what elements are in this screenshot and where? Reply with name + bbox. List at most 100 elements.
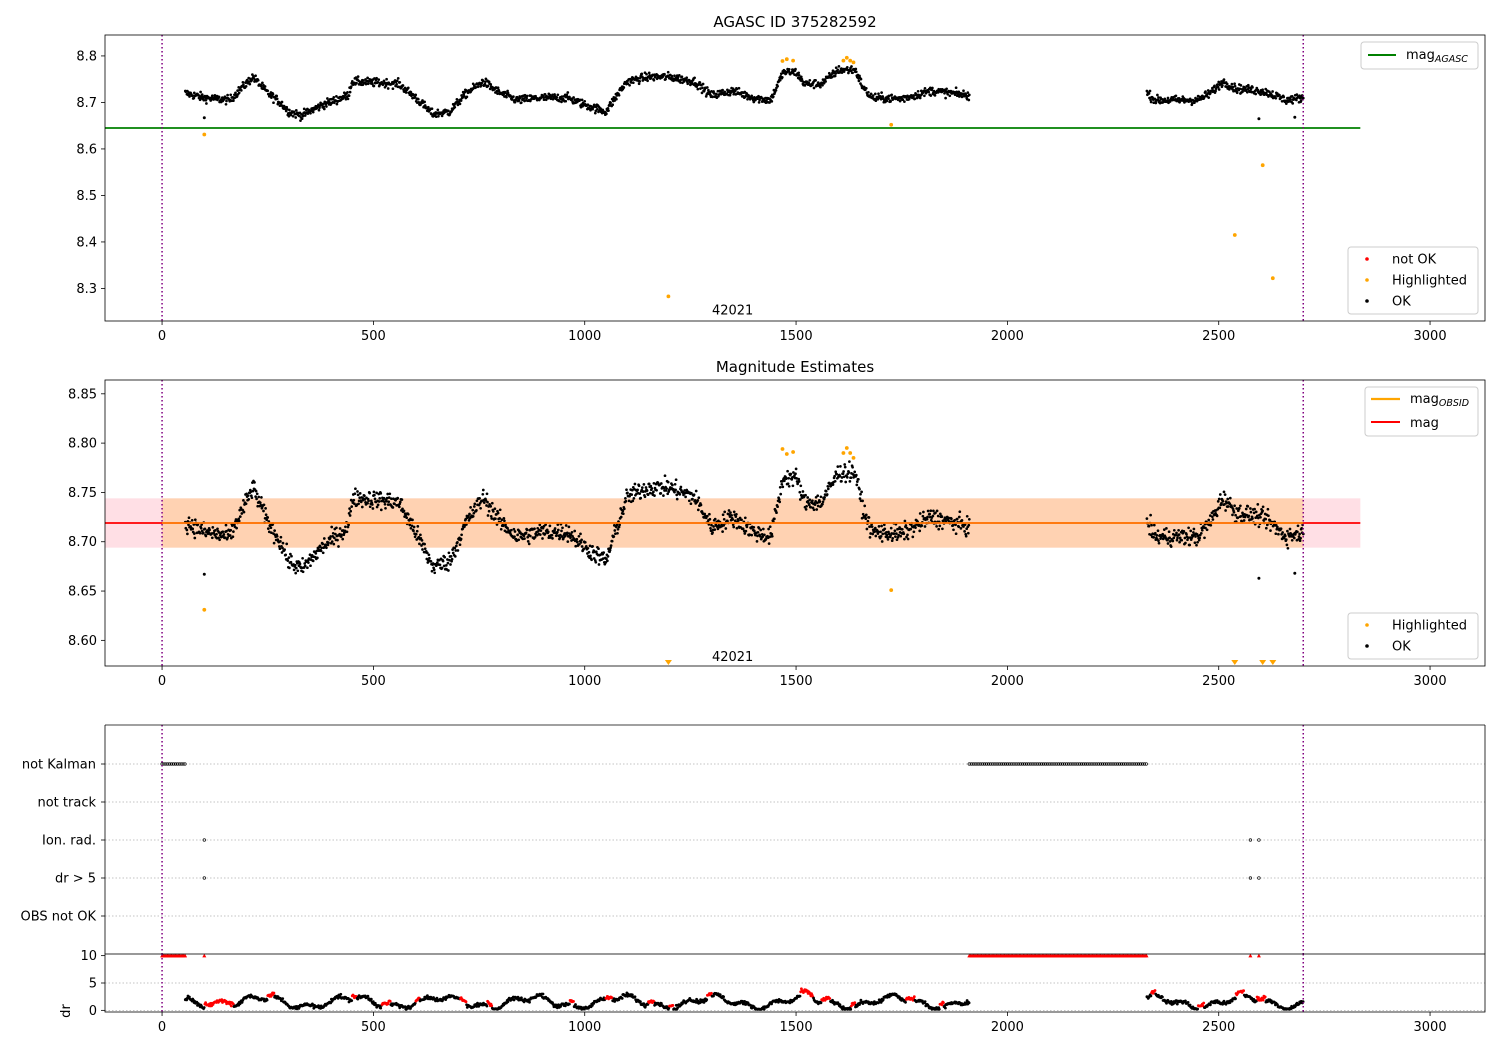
ok-point bbox=[202, 116, 206, 120]
ok-point bbox=[1166, 96, 1170, 100]
legend-label: magAGASC bbox=[1406, 48, 1468, 65]
ok-point bbox=[346, 525, 350, 529]
y-tick-label: 8.85 bbox=[68, 387, 97, 402]
ok-point bbox=[1277, 532, 1280, 536]
ok-point bbox=[449, 555, 453, 558]
ok-point bbox=[594, 550, 598, 554]
ok-point bbox=[1216, 500, 1220, 503]
ok-point bbox=[1268, 519, 1272, 522]
ok-point bbox=[1176, 536, 1179, 540]
ok-point bbox=[278, 547, 282, 551]
ok-point bbox=[393, 502, 396, 506]
ok-point bbox=[418, 542, 421, 546]
ok-point bbox=[344, 525, 347, 529]
ok-point bbox=[740, 518, 743, 522]
x-tick-label: 2500 bbox=[1202, 674, 1235, 689]
ok-point bbox=[786, 482, 790, 486]
ok-point bbox=[218, 538, 221, 542]
ok-point bbox=[1151, 532, 1155, 536]
ok-point bbox=[226, 536, 229, 539]
flag-marker bbox=[1024, 762, 1029, 766]
ok-point bbox=[767, 527, 770, 531]
ok-point bbox=[391, 87, 395, 91]
ok-point bbox=[235, 526, 238, 530]
ok-point bbox=[1167, 530, 1171, 534]
ok-point bbox=[428, 556, 431, 560]
ok-point bbox=[609, 546, 612, 550]
dr-point-not-ok bbox=[272, 991, 276, 995]
dr-point bbox=[591, 1004, 594, 1007]
ok-point bbox=[1154, 101, 1158, 105]
ok-point bbox=[1221, 499, 1225, 503]
ok-point bbox=[446, 558, 449, 561]
ok-point bbox=[294, 571, 298, 575]
ok-point bbox=[347, 512, 351, 515]
ok-point bbox=[797, 71, 801, 75]
ok-point bbox=[880, 540, 884, 543]
ok-point bbox=[744, 529, 748, 533]
ok-point bbox=[637, 484, 641, 488]
dr-point bbox=[620, 997, 624, 1000]
ok-point bbox=[326, 543, 330, 547]
ok-point bbox=[698, 81, 702, 84]
ok-point bbox=[283, 548, 286, 551]
ok-point bbox=[533, 535, 537, 539]
ok-point bbox=[358, 492, 362, 495]
legend-marker bbox=[1365, 299, 1369, 303]
ok-point bbox=[231, 535, 235, 539]
ok-point bbox=[287, 556, 291, 559]
ok-point bbox=[806, 496, 810, 499]
obsid-annotation: 42021 bbox=[712, 303, 753, 318]
legend-frame bbox=[1347, 246, 1479, 315]
legend-label: OK bbox=[1392, 640, 1411, 655]
dr-point bbox=[658, 1004, 662, 1008]
ok-point bbox=[842, 475, 846, 479]
flag-marker bbox=[1108, 762, 1112, 766]
highlighted-point bbox=[1232, 233, 1237, 237]
ok-point bbox=[474, 85, 478, 89]
ok-point bbox=[398, 500, 402, 504]
ok-point bbox=[292, 568, 296, 572]
flag-marker bbox=[1125, 762, 1129, 766]
ok-point bbox=[504, 523, 507, 527]
ok-point bbox=[803, 84, 807, 87]
ok-point bbox=[342, 91, 346, 95]
ok-point bbox=[699, 87, 702, 90]
dr-point bbox=[366, 994, 370, 998]
dr-point bbox=[371, 1000, 375, 1004]
ok-point bbox=[654, 75, 657, 79]
ok-point bbox=[905, 535, 908, 539]
ok-point bbox=[575, 537, 579, 541]
ok-point bbox=[237, 86, 241, 89]
ok-point bbox=[816, 504, 820, 508]
ok-point bbox=[1256, 503, 1260, 506]
flag-marker bbox=[981, 762, 985, 766]
ok-point bbox=[438, 563, 442, 567]
ok-point bbox=[1261, 509, 1264, 513]
ok-point bbox=[761, 527, 765, 531]
highlighted-point bbox=[202, 607, 207, 612]
ok-point bbox=[301, 114, 305, 118]
ok-point bbox=[564, 99, 568, 103]
dr-point bbox=[339, 992, 343, 996]
flag-marker bbox=[982, 762, 987, 766]
legend-label: magOBSID bbox=[1410, 392, 1469, 409]
ok-point bbox=[522, 97, 526, 100]
ok-point bbox=[291, 114, 295, 118]
ok-point bbox=[254, 489, 258, 493]
y-tick-label: 8.75 bbox=[68, 486, 97, 501]
legend-marker bbox=[1365, 257, 1369, 261]
flag-marker bbox=[169, 762, 174, 766]
ok-point bbox=[491, 510, 495, 513]
ok-point bbox=[752, 525, 756, 529]
ok-point bbox=[371, 507, 375, 510]
ok-point bbox=[548, 524, 552, 528]
ok-point bbox=[925, 517, 929, 521]
ok-point bbox=[664, 77, 667, 81]
ok-point bbox=[894, 535, 897, 538]
ok-point bbox=[1284, 102, 1288, 105]
dr-point bbox=[350, 999, 354, 1002]
ok-point bbox=[643, 495, 647, 499]
ok-point bbox=[735, 526, 739, 530]
